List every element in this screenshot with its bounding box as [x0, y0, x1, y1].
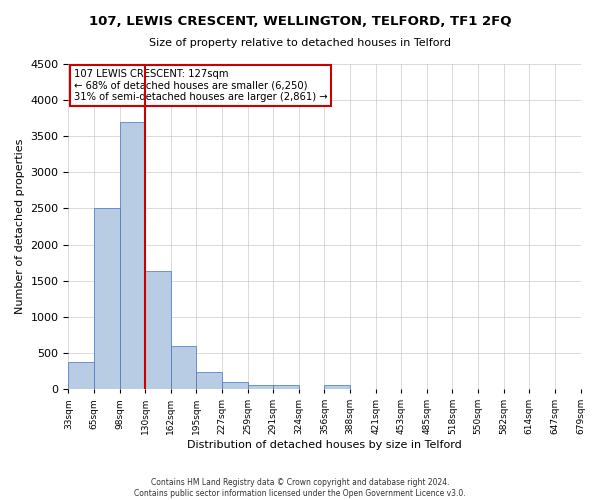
Bar	[222, 382, 248, 389]
X-axis label: Distribution of detached houses by size in Telford: Distribution of detached houses by size …	[187, 440, 462, 450]
Bar	[94, 208, 119, 389]
Text: Size of property relative to detached houses in Telford: Size of property relative to detached ho…	[149, 38, 451, 48]
Bar	[325, 386, 350, 389]
Bar	[68, 362, 94, 389]
Text: Contains HM Land Registry data © Crown copyright and database right 2024.
Contai: Contains HM Land Registry data © Crown c…	[134, 478, 466, 498]
Y-axis label: Number of detached properties: Number of detached properties	[15, 139, 25, 314]
Bar	[248, 384, 273, 389]
Bar	[273, 384, 299, 389]
Bar	[196, 372, 222, 389]
Bar	[145, 272, 171, 389]
Text: 107, LEWIS CRESCENT, WELLINGTON, TELFORD, TF1 2FQ: 107, LEWIS CRESCENT, WELLINGTON, TELFORD…	[89, 15, 511, 28]
Bar	[171, 346, 196, 389]
Text: 107 LEWIS CRESCENT: 127sqm
← 68% of detached houses are smaller (6,250)
31% of s: 107 LEWIS CRESCENT: 127sqm ← 68% of deta…	[74, 69, 327, 102]
Bar	[119, 122, 145, 389]
